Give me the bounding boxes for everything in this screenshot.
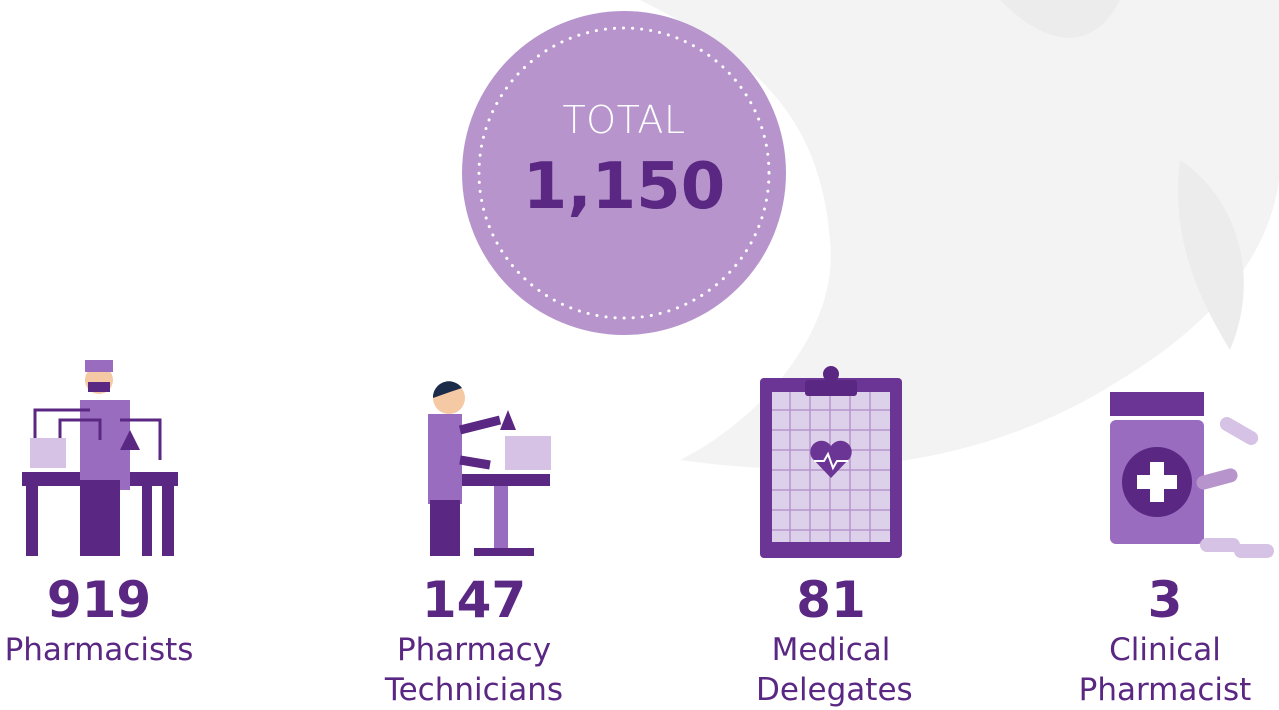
pharmacist-icon <box>22 360 178 556</box>
stat-item: 3 Clinical Pharmacist <box>1045 570 1279 710</box>
stat-item: 919 Pharmacists <box>0 570 219 670</box>
stat-number: 919 <box>0 570 219 630</box>
stat-label: Pharmacy Technicians <box>384 630 564 710</box>
total-value: 1,150 <box>462 150 786 224</box>
stat-number: 147 <box>354 570 594 630</box>
total-label: TOTAL <box>462 98 786 142</box>
stat-label: Pharmacists <box>0 630 219 670</box>
technician-icon <box>428 381 551 556</box>
stat-label: Medical Delegates <box>756 630 906 710</box>
stat-item: 81 Medical Delegates <box>711 570 951 710</box>
stat-number: 3 <box>1045 570 1279 630</box>
stat-label: Clinical Pharmacist <box>1075 630 1255 710</box>
page: TOTAL 1,150 919 Pharmacists 147 Pharmacy… <box>0 0 1279 710</box>
stat-item: 147 Pharmacy Technicians <box>354 570 594 710</box>
clipboard-icon <box>760 366 902 558</box>
stat-number: 81 <box>711 570 951 630</box>
pill-bottle-icon <box>1110 392 1274 558</box>
